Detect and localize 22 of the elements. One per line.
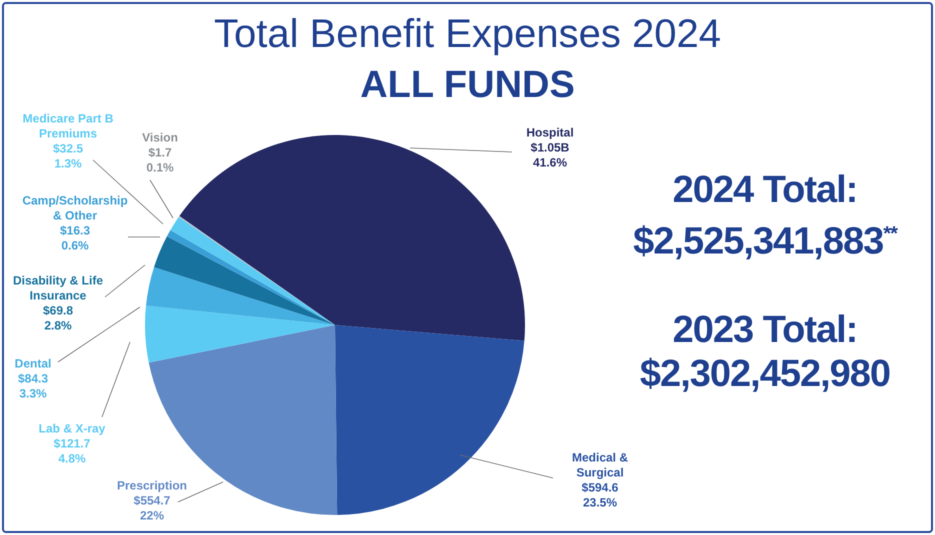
data-label: $554.7 22% xyxy=(134,493,171,522)
data-label: $1.05B 41.6% xyxy=(530,140,570,170)
slice-label: Disability & Life Insurance xyxy=(12,273,104,302)
slice-label: Lab & X-ray xyxy=(38,421,106,436)
data-label: $69.8 2.8% xyxy=(42,303,74,332)
chart-subtitle: ALL FUNDS xyxy=(359,64,576,107)
data-label: $16.3 0.6% xyxy=(60,223,90,252)
slice-label: Prescription xyxy=(116,478,188,492)
slice-label: Camp/Scholarship & Other xyxy=(22,193,128,222)
slice-label: Hospital xyxy=(526,125,574,140)
slice-label: Medical & Surgical xyxy=(572,450,628,480)
data-label: $84.3 3.3% xyxy=(18,371,48,400)
data-label: $32.5 1.3% xyxy=(52,141,84,170)
data-label: $1.7 0.1% xyxy=(146,145,174,174)
text: 2023 Total: $2,302,452,980 xyxy=(638,308,892,396)
slice-label: Dental xyxy=(14,356,52,370)
text: 2024 Total: $2,525,341,883$^{**}$ xyxy=(632,168,898,264)
slice-label: Medicare Part B Premiums xyxy=(22,111,114,140)
chart-title: Total Benefit Expenses 2024 xyxy=(212,12,722,57)
slice-label: Vision xyxy=(142,130,178,144)
data-label: $594.6 23.5% xyxy=(582,480,619,510)
data-label: $121.7 4.8% xyxy=(54,436,91,466)
